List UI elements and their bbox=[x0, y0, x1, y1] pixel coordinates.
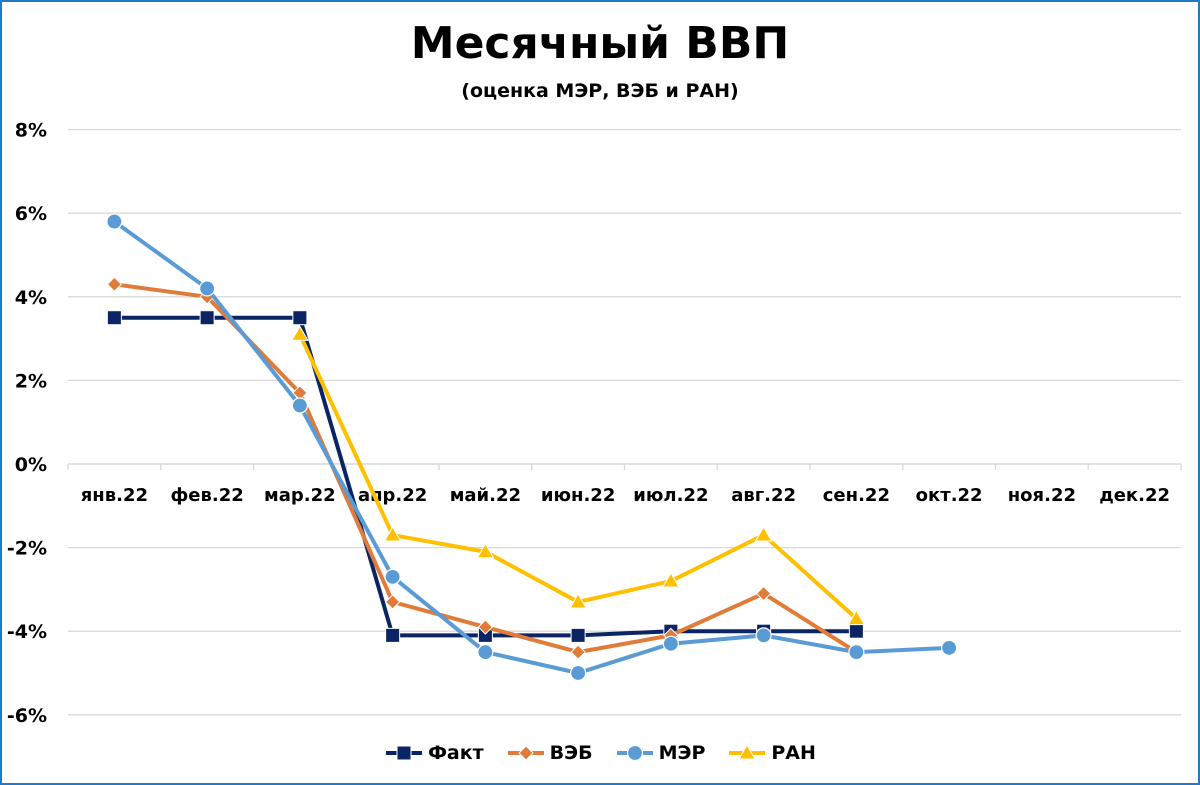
legend-item: ВЭБ bbox=[506, 742, 593, 764]
y-tick-label: -2% bbox=[7, 538, 47, 560]
y-tick-label: 2% bbox=[15, 370, 47, 392]
x-tick-label: май.22 bbox=[450, 485, 521, 506]
x-tick-label: дек.22 bbox=[1099, 485, 1170, 506]
square-marker-icon bbox=[386, 745, 423, 761]
x-tick-label: апр.22 bbox=[358, 485, 427, 506]
legend-item: Факт bbox=[384, 742, 484, 764]
chart-title: Месячный ВВП bbox=[410, 18, 790, 69]
legend: Факт ВЭБ МЭР РАН bbox=[0, 742, 1200, 764]
series-ВЭБ bbox=[106, 276, 865, 660]
y-tick-label: 8% bbox=[15, 120, 47, 142]
legend-label: МЭР bbox=[658, 742, 706, 764]
y-tick-label: 0% bbox=[15, 454, 47, 476]
circle-marker-icon bbox=[616, 744, 653, 762]
y-tick-label: -4% bbox=[7, 621, 47, 643]
y-tick-label: -6% bbox=[7, 705, 47, 727]
triangle-marker-icon bbox=[729, 743, 766, 760]
x-tick-label: янв.22 bbox=[81, 485, 148, 506]
legend-label: Факт bbox=[428, 742, 484, 764]
series-Факт bbox=[106, 310, 864, 643]
x-tick-label: авг.22 bbox=[731, 485, 796, 506]
chart-subtitle: (оценка МЭР, ВЭБ и РАН) bbox=[461, 80, 739, 102]
series-МЭР bbox=[106, 213, 958, 682]
x-tick-label: ноя.22 bbox=[1008, 485, 1076, 506]
legend-item: РАН bbox=[727, 742, 816, 764]
x-tick-label: мар.22 bbox=[264, 485, 336, 506]
x-tick-label: фев.22 bbox=[170, 485, 243, 506]
legend-label: РАН bbox=[771, 742, 816, 764]
legend-item: МЭР bbox=[615, 742, 706, 764]
y-tick-label: 6% bbox=[15, 203, 47, 225]
diamond-marker-icon bbox=[507, 745, 544, 761]
x-tick-label: окт.22 bbox=[916, 485, 983, 506]
x-tick-label: сен.22 bbox=[823, 485, 890, 506]
legend-label: ВЭБ bbox=[549, 742, 593, 764]
y-tick-label: 4% bbox=[15, 287, 47, 309]
x-tick-label: июн.22 bbox=[541, 485, 615, 506]
x-tick-label: июл.22 bbox=[633, 485, 708, 506]
series-РАН bbox=[291, 325, 866, 626]
